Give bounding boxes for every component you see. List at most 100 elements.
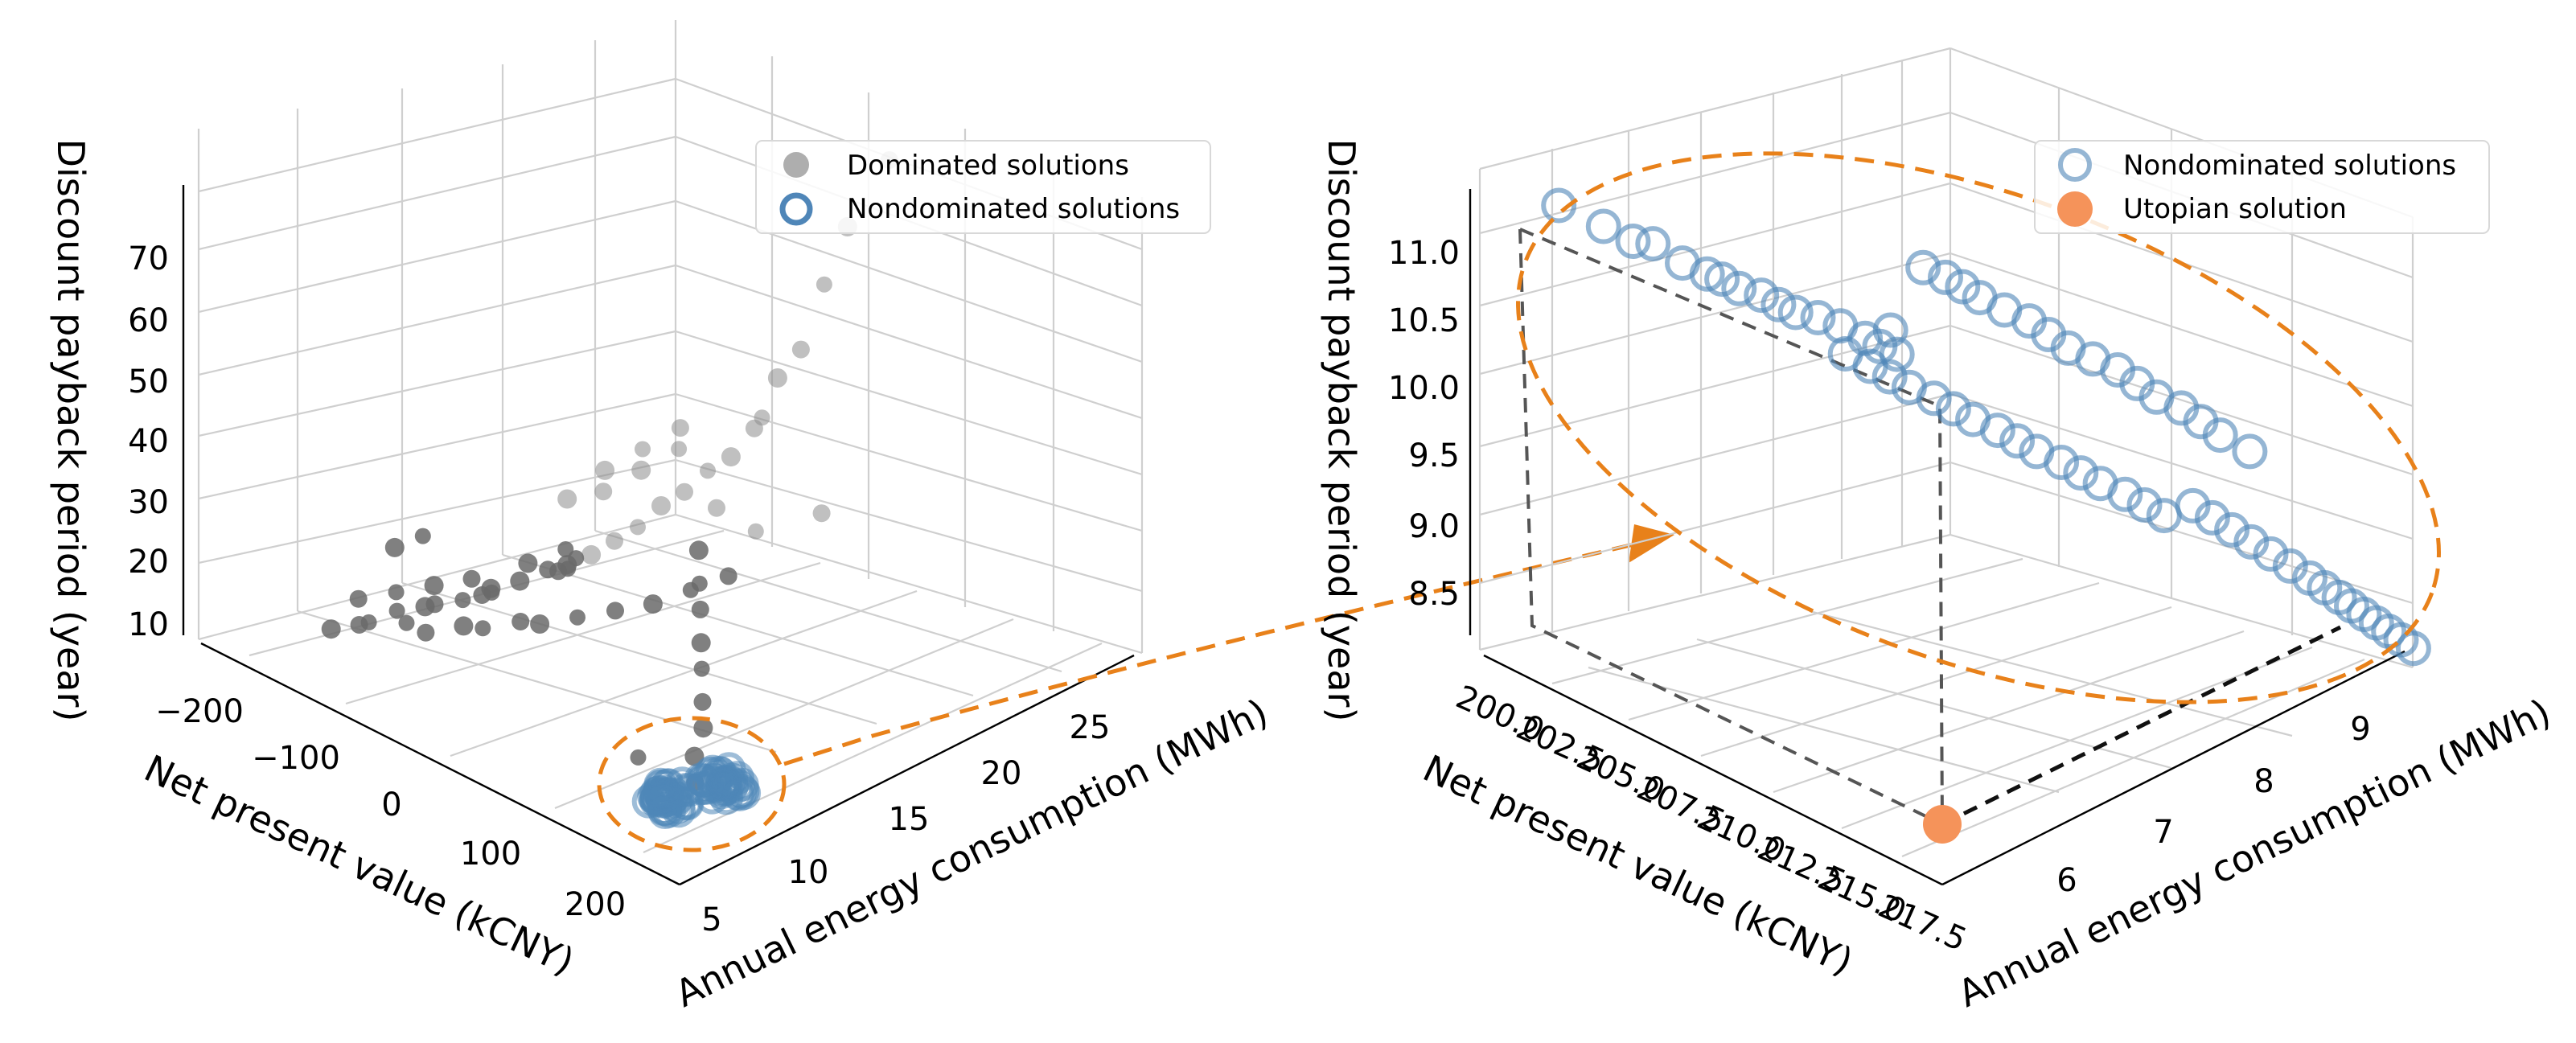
nondominated-point — [648, 795, 682, 829]
legend-label-nondominated-right: Nondominated solutions — [2123, 150, 2456, 182]
left-legend: Dominated solutions Nondominated solutio… — [755, 140, 1211, 234]
nondominated-point — [2126, 487, 2163, 523]
dominated-point — [454, 592, 471, 609]
dominated-point — [530, 614, 550, 634]
arrow-head — [1629, 524, 1674, 563]
dominated-point — [630, 749, 647, 766]
dominated-point — [631, 460, 651, 480]
dominated-point — [321, 619, 341, 639]
dominated-point — [414, 528, 431, 544]
right-y-tick: 6 — [2056, 862, 2077, 899]
nondominated-point — [1800, 300, 1836, 335]
left-highlight-ellipse — [597, 716, 787, 852]
legend-label-nondominated: Nondominated solutions — [847, 193, 1180, 225]
nondominated-point — [2253, 536, 2289, 572]
dominated-point — [693, 692, 712, 711]
dominated-point — [581, 544, 602, 565]
nondominated-point — [2044, 445, 2080, 480]
dominated-point — [388, 584, 405, 601]
dominated-point — [745, 419, 763, 437]
legend-label-dominated: Dominated solutions — [847, 150, 1129, 182]
right-highlight-ellipse — [1516, 151, 2441, 704]
dominated-point — [512, 613, 530, 630]
dominated-point — [475, 620, 491, 637]
dominated-point — [350, 616, 368, 634]
right-z-tick: 8.5 — [1408, 576, 1460, 613]
left-z-axis-label: Discount payback period (year) — [49, 139, 92, 722]
dominated-point — [693, 660, 710, 677]
nondominated-point — [1871, 359, 1908, 395]
left-z-tick: 30 — [128, 484, 169, 521]
right-z-ticks: 11.0 10.5 10.0 9.5 9.0 8.5 — [1388, 235, 1460, 613]
nondominated-point — [1905, 249, 1941, 285]
left-z-tick: 40 — [128, 423, 169, 460]
left-x-tick: −200 — [155, 693, 244, 730]
dominated-point — [708, 499, 725, 517]
left-x-tick: 200 — [565, 886, 626, 923]
nondominated-point — [693, 756, 728, 790]
nondominated-point — [1721, 270, 1757, 306]
dominated-point — [721, 447, 741, 467]
dominated-point — [671, 419, 689, 437]
dominated-point — [388, 602, 405, 619]
right-3d-scatter-panel: 11.0 10.5 10.0 9.5 9.0 8.5 200.0 202.5 2… — [1320, 47, 2558, 1016]
nondominated-point — [1777, 294, 1814, 331]
nondominated-point — [1928, 259, 1963, 295]
right-z-tick: 10.0 — [1388, 370, 1460, 407]
dominated-point — [595, 460, 615, 480]
right-z-axis-label: Discount payback period (year) — [1320, 139, 1363, 722]
dominated-point — [424, 576, 444, 596]
dominated-point — [693, 718, 713, 738]
left-y-tick: 10 — [788, 854, 829, 891]
right-y-tick: 8 — [2253, 763, 2274, 800]
dominated-point — [630, 519, 646, 536]
dominated-point — [454, 616, 474, 636]
nondominated-point — [2175, 487, 2211, 524]
nondominated-point — [2063, 455, 2099, 491]
left-axes — [182, 185, 1135, 886]
right-z-tick: 9.5 — [1408, 437, 1460, 474]
dominated-point — [606, 602, 624, 620]
left-z-tick: 50 — [128, 363, 169, 400]
right-legend: Nondominated solutions Utopian solution — [2034, 140, 2490, 234]
right-z-tick: 9.0 — [1408, 508, 1460, 545]
dominated-point — [643, 594, 663, 614]
left-x-tick: −100 — [252, 740, 340, 777]
left-y-ticks: 5 10 15 20 25 — [701, 709, 1110, 938]
right-axes — [1469, 189, 2405, 886]
dominated-points — [321, 151, 898, 791]
utopian-solution-point — [1923, 805, 1962, 844]
dominated-point — [462, 569, 481, 588]
dominated-point — [767, 368, 787, 388]
right-y-ticks: 6 7 8 9 — [2056, 711, 2370, 899]
nondominated-point — [1760, 286, 1797, 322]
nondominated-point — [1979, 413, 2015, 449]
left-z-tick: 10 — [128, 606, 169, 643]
dominated-point — [676, 482, 693, 501]
nondominated-point — [1635, 226, 1671, 262]
utopian-guides — [1518, 228, 2342, 827]
nondominated-point — [1541, 187, 1577, 224]
dominated-point — [557, 541, 574, 557]
left-nondominated-cluster — [631, 752, 762, 829]
dominated-point — [349, 589, 368, 608]
legend-label-utopian: Utopian solution — [2123, 193, 2347, 225]
dominated-point — [415, 597, 435, 617]
dominated-point — [791, 340, 810, 359]
nondominated-point — [2272, 548, 2308, 584]
left-3d-scatter-panel: 70 60 50 40 30 20 10 −200 −100 0 100 200… — [49, 19, 1275, 1016]
dominated-point — [384, 537, 405, 557]
dominated-point — [557, 489, 577, 509]
dominated-point — [719, 567, 737, 585]
nondominated-point — [2214, 511, 2250, 548]
nondominated-point — [1935, 391, 1971, 427]
right-y-axis-label: Annual energy consumption (MWh) — [1951, 690, 2558, 1016]
dominated-point — [417, 623, 435, 642]
nondominated-point — [1744, 277, 1780, 314]
left-z-tick: 60 — [128, 302, 169, 339]
nondominated-point — [1852, 348, 1888, 384]
dominated-point — [691, 633, 711, 653]
left-x-tick: 0 — [381, 786, 401, 823]
dominated-point — [812, 504, 831, 523]
dominated-point — [518, 553, 538, 573]
